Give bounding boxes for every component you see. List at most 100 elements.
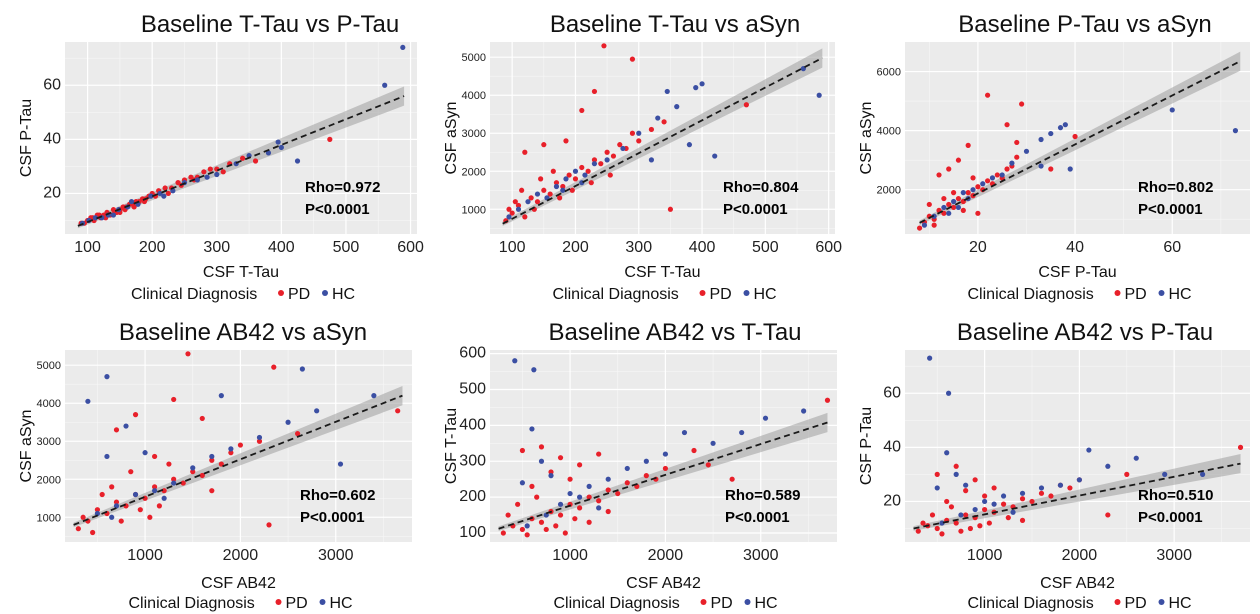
data-point-pd bbox=[113, 427, 120, 433]
data-point-hc bbox=[762, 415, 769, 421]
y-tick-label: 2000 bbox=[462, 166, 486, 178]
data-point-pd bbox=[560, 183, 566, 190]
data-point-pd bbox=[955, 195, 962, 202]
data-point-hc bbox=[801, 408, 807, 414]
data-point-hc bbox=[1023, 148, 1030, 154]
data-point-pd bbox=[591, 157, 598, 163]
data-point-hc bbox=[664, 88, 670, 95]
data-point-pd bbox=[607, 172, 613, 178]
y-tick-label: 1000 bbox=[37, 512, 61, 524]
data-point-pd bbox=[691, 447, 697, 454]
data-point-pd bbox=[190, 469, 196, 475]
data-point-pd bbox=[1014, 139, 1020, 146]
data-point-hc bbox=[161, 193, 167, 199]
data-point-hc bbox=[152, 488, 158, 494]
x-tick-label: 20 bbox=[969, 239, 987, 256]
data-point-pd bbox=[916, 225, 923, 231]
data-point-pd bbox=[982, 493, 988, 499]
data-point-hc bbox=[604, 157, 610, 163]
data-point-pd bbox=[162, 185, 168, 191]
data-point-pd bbox=[240, 155, 246, 161]
y-tick-label: 4000 bbox=[37, 398, 61, 410]
data-point-pd bbox=[967, 525, 973, 532]
x-tick-label: 200 bbox=[139, 239, 166, 256]
data-point-pd bbox=[166, 461, 172, 467]
data-point-pd bbox=[538, 176, 544, 182]
data-point-pd bbox=[605, 487, 611, 493]
data-point-hc bbox=[1010, 509, 1016, 515]
legend-title: Clinical Diagnosis bbox=[968, 286, 1094, 303]
data-point-hc bbox=[624, 465, 630, 472]
legend-key-hc bbox=[1158, 290, 1165, 296]
y-axis-label: CSF aSyn bbox=[443, 102, 460, 175]
y-tick-label: 2000 bbox=[877, 185, 901, 197]
data-point-pd bbox=[171, 396, 177, 403]
y-tick-label: 20 bbox=[43, 184, 61, 201]
data-point-hc bbox=[739, 429, 745, 436]
data-point-pd bbox=[586, 519, 592, 525]
data-point-pd bbox=[515, 202, 522, 209]
data-point-hc bbox=[142, 450, 148, 456]
data-point-hc bbox=[294, 158, 301, 164]
data-point-pd bbox=[572, 516, 578, 522]
data-point-hc bbox=[982, 498, 988, 505]
data-point-pd bbox=[515, 501, 521, 507]
data-point-pd bbox=[1019, 101, 1025, 107]
data-point-pd bbox=[1019, 517, 1026, 523]
data-point-pd bbox=[1000, 501, 1007, 507]
data-point-hc bbox=[148, 193, 154, 199]
x-axis-label: CSF AB42 bbox=[201, 575, 276, 592]
legend-label-hc: HC bbox=[332, 286, 355, 303]
data-point-pd bbox=[522, 214, 528, 220]
data-point-pd bbox=[266, 522, 272, 528]
data-point-hc bbox=[190, 465, 196, 471]
data-point-pd bbox=[1048, 493, 1054, 499]
data-point-pd bbox=[596, 498, 602, 504]
data-point-hc bbox=[643, 458, 649, 464]
data-point-pd bbox=[1029, 498, 1035, 505]
data-point-hc bbox=[950, 198, 957, 205]
data-point-pd bbox=[944, 498, 950, 505]
data-point-pd bbox=[624, 480, 630, 486]
data-point-hc bbox=[662, 451, 669, 457]
x-tick-label: 1000 bbox=[127, 547, 163, 564]
data-point-hc bbox=[1162, 471, 1168, 477]
data-point-pd bbox=[636, 138, 642, 144]
data-point-pd bbox=[1038, 490, 1045, 496]
x-tick-label: 1000 bbox=[967, 547, 1003, 564]
data-point-hc bbox=[113, 503, 120, 509]
regression-line bbox=[498, 421, 828, 530]
y-axis-label: CSF P-Tau bbox=[858, 407, 875, 485]
data-point-pd bbox=[147, 514, 153, 520]
data-point-pd bbox=[199, 472, 205, 479]
data-point-pd bbox=[505, 512, 511, 518]
data-point-hc bbox=[524, 523, 530, 529]
y-tick-label: 1000 bbox=[462, 204, 486, 216]
data-point-pd bbox=[113, 499, 120, 505]
data-point-hc bbox=[648, 157, 655, 163]
data-point-hc bbox=[94, 510, 101, 517]
data-point-hc bbox=[945, 390, 952, 396]
legend-key-pd bbox=[1114, 290, 1121, 296]
data-point-pd bbox=[165, 190, 171, 197]
rho-annotation: Rho=0.602 bbox=[300, 487, 375, 504]
x-tick-label: 3000 bbox=[1156, 547, 1192, 564]
chart-title: Baseline P-Tau vs aSyn bbox=[958, 11, 1211, 38]
plot-area bbox=[65, 42, 417, 234]
legend-title: Clinical Diagnosis bbox=[553, 286, 679, 303]
data-point-hc bbox=[1048, 130, 1054, 137]
data-point-pd bbox=[662, 465, 669, 472]
data-point-pd bbox=[529, 483, 535, 489]
regression-line bbox=[502, 57, 823, 225]
data-point-hc bbox=[674, 104, 680, 110]
data-point-pd bbox=[534, 494, 540, 500]
legend-title: Clinical Diagnosis bbox=[968, 595, 1094, 612]
data-point-hc bbox=[596, 505, 602, 511]
data-point-pd bbox=[541, 187, 547, 193]
data-point-pd bbox=[929, 512, 936, 518]
data-point-hc bbox=[525, 199, 531, 205]
data-point-pd bbox=[237, 442, 244, 448]
data-point-pd bbox=[519, 187, 525, 193]
data-point-hc bbox=[1086, 447, 1092, 453]
data-point-hc bbox=[963, 482, 969, 488]
